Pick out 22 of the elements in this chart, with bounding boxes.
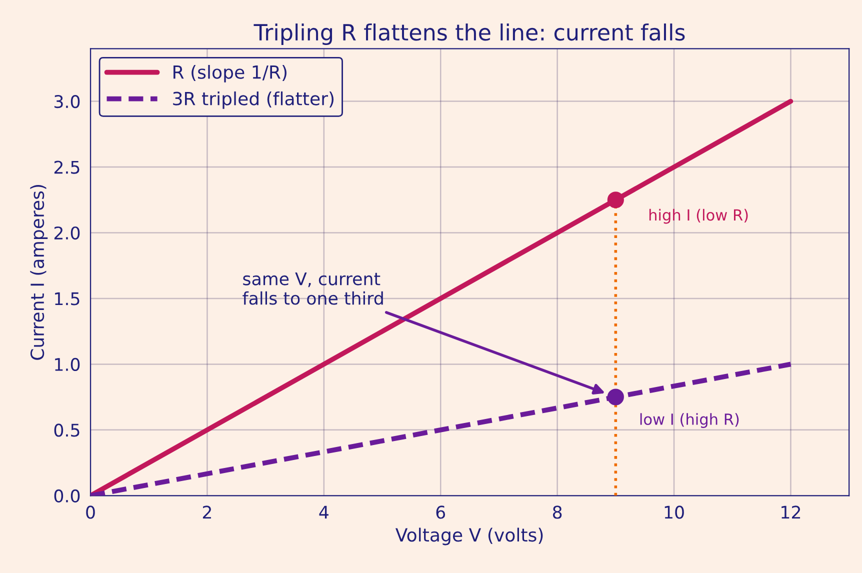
legend-label: R (slope 1/R) [174,64,286,82]
annotation: low I (high R) [640,413,739,428]
annotation: same V, current falls to one third [242,272,383,305]
y-tick-label: 0.5 [54,424,80,437]
x-tick-label: 4 [319,506,328,519]
y-tick-label: 2.5 [54,160,80,174]
y-tick-label: 1.0 [55,358,80,372]
chart-title: Tripling R flattens the line: current falls [254,23,685,45]
y-tick-label: 3.0 [54,94,80,108]
legend-label: 3R tripled (flatter) [173,91,334,109]
x-tick-label: 10 [664,506,684,519]
x-tick-label: 2 [202,506,211,519]
x-tick-label: 8 [552,506,562,519]
x-tick-label: 12 [782,506,800,519]
y-tick-label: 0.0 [54,489,80,502]
x-axis-title: Voltage V (volts) [395,528,543,546]
x-tick-label: 6 [436,506,446,519]
y-tick-label: 2.0 [54,226,80,240]
y-tick-label: 1.5 [55,292,80,306]
x-tick-label: 0 [86,506,95,519]
y-axis-title: Current I (amperes) [30,185,48,360]
annotation: high I (low R) [649,208,748,224]
